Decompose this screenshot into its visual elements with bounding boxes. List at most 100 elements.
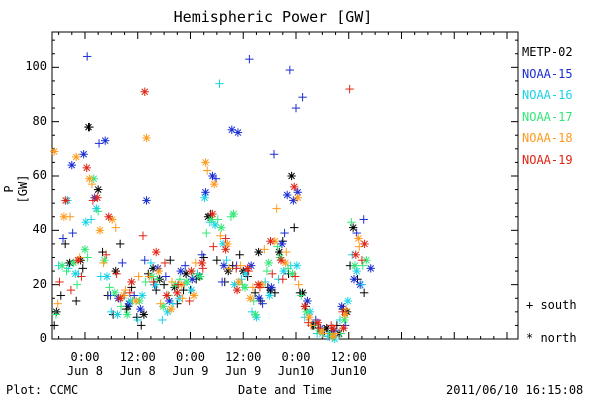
mark-stroke — [235, 278, 243, 286]
data-point-north — [267, 283, 276, 292]
mark-stroke — [340, 324, 347, 332]
mark-stroke — [80, 150, 88, 158]
mark-stroke — [74, 256, 82, 264]
mark-stroke — [111, 289, 119, 297]
data-point-north — [80, 245, 90, 254]
data-point-south — [166, 256, 175, 265]
x-tick-date: Jun 9 — [172, 364, 209, 378]
data-point-south — [269, 150, 279, 159]
mark-stroke — [187, 286, 195, 294]
data-point-north — [276, 256, 286, 265]
data-point-south — [357, 256, 367, 265]
data-point-north — [227, 125, 237, 135]
data-point-south — [105, 283, 114, 292]
data-point-south — [216, 231, 225, 240]
data-point-south — [197, 250, 207, 259]
data-point-south — [94, 139, 104, 148]
data-point-north — [253, 280, 263, 289]
mark-stroke — [83, 164, 91, 172]
mark-stroke — [132, 297, 140, 305]
data-point-north — [122, 310, 132, 319]
data-point-north — [265, 291, 274, 300]
legend-south-symbol: + south — [526, 298, 577, 312]
data-point-south — [115, 239, 125, 249]
data-point-south — [345, 84, 354, 94]
data-point-south — [304, 318, 313, 327]
data-point-north — [328, 332, 338, 341]
data-point-south — [314, 323, 324, 333]
chart-title: Hemispheric Power [GW] — [173, 8, 373, 26]
mark-stroke — [255, 248, 263, 256]
mark-stroke — [198, 259, 206, 267]
data-point-north — [233, 128, 243, 137]
mark-stroke — [234, 129, 242, 136]
mark-stroke — [93, 205, 100, 212]
mark-stroke — [289, 197, 297, 204]
data-point-south — [297, 291, 306, 300]
data-point-north — [313, 318, 323, 327]
mark-stroke — [85, 175, 93, 183]
mark-stroke — [70, 259, 77, 267]
data-point-north — [84, 122, 93, 132]
data-point-south — [116, 302, 126, 311]
mark-stroke — [209, 172, 216, 180]
mark-stroke — [72, 153, 80, 161]
data-point-north — [251, 310, 260, 319]
mark-stroke — [318, 327, 325, 335]
mark-stroke — [85, 123, 92, 131]
data-point-south — [236, 261, 245, 270]
data-point-south — [173, 280, 183, 289]
data-point-south — [51, 310, 61, 319]
legend-north-symbol: * north — [526, 331, 577, 345]
data-point-south — [202, 166, 212, 175]
data-point-south — [146, 258, 156, 268]
data-point-north — [115, 294, 125, 303]
mark-stroke — [152, 248, 160, 256]
data-point-south — [260, 245, 269, 254]
mark-stroke — [164, 308, 171, 316]
data-point-north — [140, 87, 149, 96]
x-tick-label: 12:00 Jun 9 — [208, 350, 278, 378]
mark-stroke — [329, 332, 337, 340]
data-point-north — [102, 272, 112, 281]
data-point-north — [219, 261, 229, 270]
data-point-north — [354, 234, 363, 243]
mark-stroke — [58, 262, 66, 270]
plot-timestamp: 2011/06/10 16:15:08 — [446, 383, 584, 397]
data-point-south — [140, 256, 149, 265]
data-point-north — [217, 223, 226, 232]
mark-stroke — [62, 197, 70, 204]
data-point-south — [212, 256, 222, 265]
data-point-north — [73, 256, 83, 265]
data-point-south — [158, 315, 167, 325]
legend-item-noaa19: NOAA-19 — [522, 152, 573, 167]
mark-stroke — [103, 273, 111, 280]
mark-stroke — [265, 259, 273, 267]
data-point-north — [210, 220, 220, 230]
mark-stroke — [294, 188, 302, 196]
mark-stroke — [217, 224, 225, 231]
data-point-north — [360, 239, 369, 249]
legend-item-noaa16: NOAA-16 — [522, 88, 573, 102]
mark-stroke — [116, 294, 124, 302]
data-point-north — [173, 288, 182, 298]
mark-stroke — [338, 303, 346, 310]
data-point-south — [88, 196, 98, 205]
data-point-north — [195, 272, 205, 281]
x-tick-time: 0:00 — [281, 350, 311, 364]
data-point-north — [113, 310, 122, 319]
y-tick-label: 60 — [32, 167, 47, 182]
data-point-north — [298, 288, 307, 298]
mark-stroke — [329, 324, 337, 332]
data-point-north — [246, 294, 255, 303]
mark-stroke — [246, 294, 254, 302]
data-point-south — [133, 315, 142, 325]
data-point-north — [229, 209, 238, 219]
data-point-south — [217, 277, 227, 287]
data-point-north — [139, 310, 149, 319]
mark-stroke — [350, 275, 358, 283]
data-point-north — [200, 193, 209, 202]
data-point-north — [348, 223, 358, 232]
data-point-north — [93, 193, 102, 202]
y-tick-label: 40 — [32, 222, 47, 237]
